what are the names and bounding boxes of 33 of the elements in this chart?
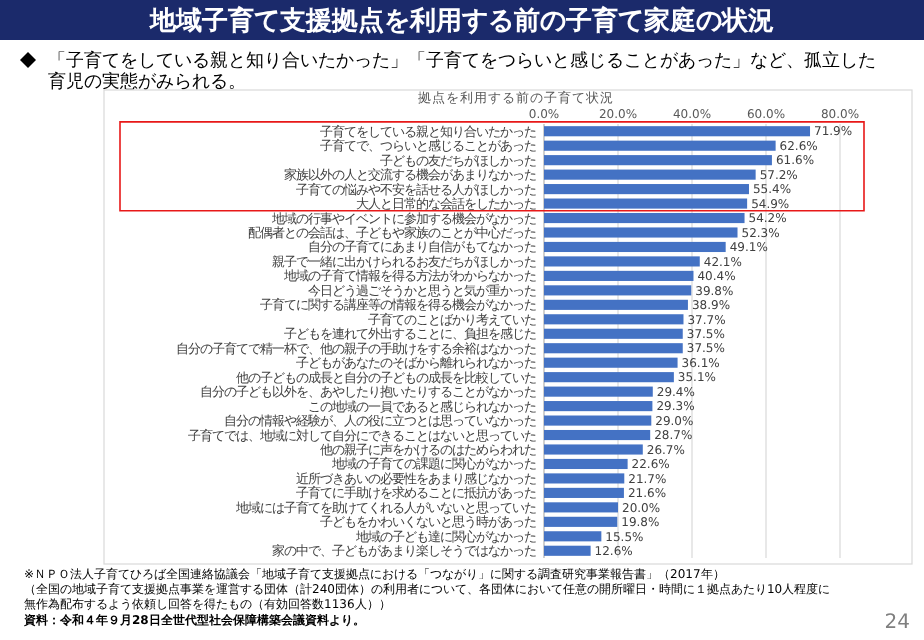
bar	[544, 155, 772, 166]
bar	[544, 212, 745, 224]
chart-title: 地域子育て支援拠点を利用する前の子育て家庭の状況	[148, 5, 774, 37]
bar	[544, 126, 811, 137]
bar	[544, 473, 625, 484]
bar	[544, 241, 726, 253]
chart-subtitle: 「子育てをしている親と知り合いたかった」「子育てをつらいと感じることがあった」など、孤立した育児の実態がみられる。	[48, 50, 876, 93]
bar	[544, 198, 748, 209]
bar	[544, 429, 651, 441]
bar	[544, 140, 776, 151]
bar	[544, 169, 756, 180]
bar	[544, 487, 624, 498]
bar	[544, 184, 749, 195]
bar	[544, 372, 674, 383]
bar	[544, 415, 652, 426]
bar	[544, 531, 602, 542]
bar	[544, 386, 653, 397]
bar	[544, 545, 591, 556]
bar	[544, 357, 678, 368]
bar	[544, 502, 618, 513]
bar	[544, 444, 643, 455]
bar	[544, 270, 694, 281]
bar	[544, 458, 628, 470]
bar	[544, 285, 692, 296]
bar	[544, 401, 653, 412]
bar	[544, 227, 738, 238]
text: 24	[884, 612, 910, 634]
bar	[544, 256, 700, 267]
bar	[544, 299, 688, 310]
bar	[544, 328, 683, 339]
bar	[544, 343, 683, 354]
bar	[544, 516, 618, 527]
bar	[544, 314, 684, 325]
